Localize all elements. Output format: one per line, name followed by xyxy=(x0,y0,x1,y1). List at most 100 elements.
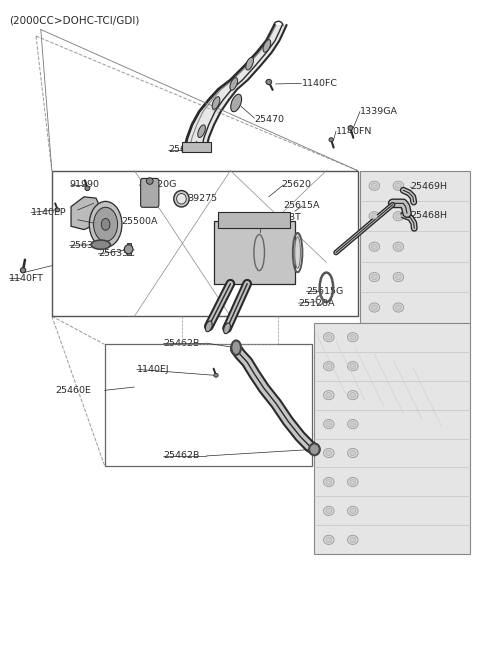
Ellipse shape xyxy=(91,240,110,249)
Ellipse shape xyxy=(101,218,110,230)
Text: 25468H: 25468H xyxy=(410,211,447,220)
Ellipse shape xyxy=(324,478,334,487)
Ellipse shape xyxy=(348,333,358,342)
Ellipse shape xyxy=(396,244,401,249)
Text: 91990: 91990 xyxy=(70,180,100,190)
Ellipse shape xyxy=(350,480,356,485)
Ellipse shape xyxy=(396,214,401,219)
Text: 25615G: 25615G xyxy=(306,287,344,296)
Ellipse shape xyxy=(231,340,241,355)
Text: 25620: 25620 xyxy=(281,180,311,190)
Ellipse shape xyxy=(326,508,332,514)
Text: 25633C: 25633C xyxy=(98,249,135,258)
Ellipse shape xyxy=(372,183,377,188)
Ellipse shape xyxy=(393,181,404,190)
Text: 25631B: 25631B xyxy=(70,241,106,250)
Ellipse shape xyxy=(393,272,404,281)
Bar xyxy=(52,171,358,316)
Ellipse shape xyxy=(393,242,404,251)
Bar xyxy=(105,344,312,466)
Ellipse shape xyxy=(214,373,218,377)
FancyBboxPatch shape xyxy=(141,178,159,207)
Ellipse shape xyxy=(230,77,238,91)
Text: 1140FT: 1140FT xyxy=(9,274,44,283)
Polygon shape xyxy=(214,222,295,283)
Ellipse shape xyxy=(348,361,358,371)
Ellipse shape xyxy=(85,186,90,191)
Ellipse shape xyxy=(174,191,189,207)
Ellipse shape xyxy=(309,443,320,455)
Ellipse shape xyxy=(350,363,356,369)
Bar xyxy=(218,211,290,228)
Ellipse shape xyxy=(295,237,300,268)
Ellipse shape xyxy=(94,207,118,241)
Text: 25623T: 25623T xyxy=(265,213,301,222)
Text: 25500A: 25500A xyxy=(121,216,158,226)
Bar xyxy=(314,323,470,554)
Ellipse shape xyxy=(393,303,404,312)
Ellipse shape xyxy=(348,449,358,458)
Polygon shape xyxy=(71,197,98,230)
Ellipse shape xyxy=(329,138,333,142)
Ellipse shape xyxy=(326,421,332,426)
Ellipse shape xyxy=(324,535,334,544)
Ellipse shape xyxy=(372,274,377,279)
Ellipse shape xyxy=(369,242,380,251)
Ellipse shape xyxy=(177,194,186,204)
Ellipse shape xyxy=(350,421,356,426)
Ellipse shape xyxy=(369,303,380,312)
Text: 1140EP: 1140EP xyxy=(31,208,67,217)
Ellipse shape xyxy=(205,321,212,332)
Text: 25600A: 25600A xyxy=(168,145,204,154)
Ellipse shape xyxy=(324,449,334,458)
Ellipse shape xyxy=(372,244,377,249)
Ellipse shape xyxy=(224,323,230,334)
Bar xyxy=(127,243,131,255)
Ellipse shape xyxy=(326,451,332,456)
Ellipse shape xyxy=(396,305,401,310)
Text: 25128A: 25128A xyxy=(299,298,335,308)
Ellipse shape xyxy=(393,212,404,221)
Ellipse shape xyxy=(369,181,380,190)
Ellipse shape xyxy=(246,57,253,70)
Ellipse shape xyxy=(348,478,358,487)
Text: 39275: 39275 xyxy=(187,194,217,203)
Ellipse shape xyxy=(263,39,271,52)
Ellipse shape xyxy=(266,79,272,85)
Ellipse shape xyxy=(231,94,241,112)
Text: 25469H: 25469H xyxy=(410,182,447,192)
Ellipse shape xyxy=(348,390,358,400)
Text: 1140FC: 1140FC xyxy=(302,79,338,88)
Ellipse shape xyxy=(350,537,356,543)
Ellipse shape xyxy=(326,392,332,398)
Ellipse shape xyxy=(372,305,377,310)
Ellipse shape xyxy=(372,214,377,219)
Ellipse shape xyxy=(124,245,133,254)
Ellipse shape xyxy=(350,508,356,514)
Ellipse shape xyxy=(326,537,332,543)
Ellipse shape xyxy=(350,392,356,398)
Text: 25462B: 25462B xyxy=(163,451,200,461)
Polygon shape xyxy=(185,25,287,148)
Ellipse shape xyxy=(324,333,334,342)
Text: 25460E: 25460E xyxy=(55,386,91,395)
Text: 1140FN: 1140FN xyxy=(336,127,372,136)
Ellipse shape xyxy=(348,506,358,516)
Ellipse shape xyxy=(212,96,220,110)
Ellipse shape xyxy=(324,390,334,400)
Ellipse shape xyxy=(326,335,332,340)
Text: 25462B: 25462B xyxy=(163,338,200,348)
Text: 1339GA: 1339GA xyxy=(360,107,398,116)
Ellipse shape xyxy=(369,212,380,221)
Ellipse shape xyxy=(348,125,353,130)
Ellipse shape xyxy=(89,201,122,247)
Text: 25615A: 25615A xyxy=(283,201,320,211)
Ellipse shape xyxy=(396,274,401,279)
Ellipse shape xyxy=(348,419,358,428)
Text: 1140EJ: 1140EJ xyxy=(137,365,169,374)
Text: 25470: 25470 xyxy=(254,115,284,124)
Ellipse shape xyxy=(350,335,356,340)
Ellipse shape xyxy=(324,506,334,516)
Bar xyxy=(182,142,211,152)
Ellipse shape xyxy=(324,361,334,371)
